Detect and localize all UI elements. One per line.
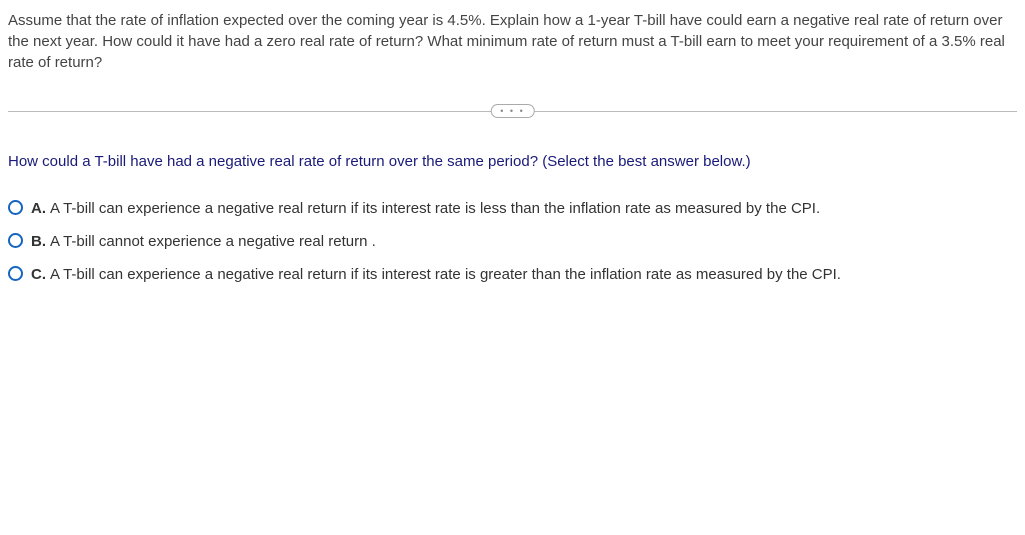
radio-a[interactable] [8, 200, 23, 215]
option-b-body: A T-bill cannot experience a negative re… [50, 233, 376, 250]
sub-question-main: How could a T-bill have had a negative r… [8, 153, 542, 170]
option-b[interactable]: B.A T-bill cannot experience a negative … [8, 231, 1017, 252]
option-b-letter: B. [31, 233, 46, 250]
sub-question: How could a T-bill have had a negative r… [8, 151, 1017, 172]
option-a-body: A T-bill can experience a negative real … [50, 200, 820, 217]
option-b-text: B.A T-bill cannot experience a negative … [31, 231, 376, 252]
option-c[interactable]: C.A T-bill can experience a negative rea… [8, 264, 1017, 285]
sub-question-hint: (Select the best answer below.) [542, 153, 750, 170]
divider-row: • • • [8, 101, 1017, 121]
radio-b[interactable] [8, 233, 23, 248]
option-a-text: A.A T-bill can experience a negative rea… [31, 198, 820, 219]
expand-pill[interactable]: • • • [490, 104, 534, 118]
option-c-text: C.A T-bill can experience a negative rea… [31, 264, 841, 285]
option-c-letter: C. [31, 266, 46, 283]
option-a[interactable]: A.A T-bill can experience a negative rea… [8, 198, 1017, 219]
option-a-letter: A. [31, 200, 46, 217]
options-group: A.A T-bill can experience a negative rea… [8, 198, 1017, 285]
question-prompt: Assume that the rate of inflation expect… [8, 10, 1017, 73]
option-c-body: A T-bill can experience a negative real … [50, 266, 841, 283]
radio-c[interactable] [8, 266, 23, 281]
